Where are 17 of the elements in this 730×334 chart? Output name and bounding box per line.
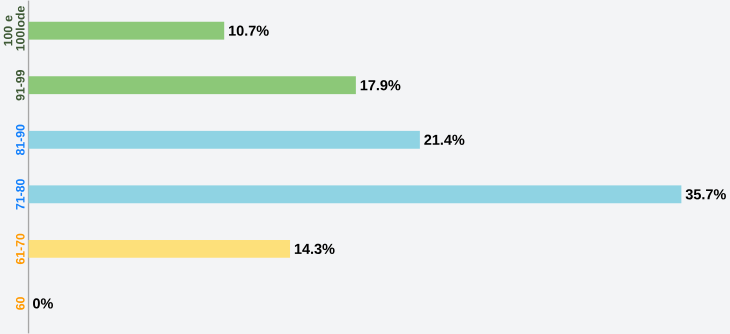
y-tick-label: 100 e 100lode bbox=[4, 6, 25, 50]
bar bbox=[28, 22, 224, 40]
data-label: 14.3% bbox=[294, 244, 335, 254]
bar bbox=[28, 185, 682, 204]
data-label: 35.7% bbox=[686, 189, 726, 200]
data-label: 0% bbox=[33, 298, 53, 308]
data-label: 17.9% bbox=[360, 80, 400, 90]
data-label: 21.4% bbox=[424, 134, 464, 145]
y-tick-label: 91-99 bbox=[16, 70, 25, 100]
bar bbox=[28, 240, 290, 258]
y-tick-label: 61-70 bbox=[16, 234, 25, 264]
bar bbox=[28, 130, 420, 149]
y-tick-label: 60 bbox=[16, 297, 25, 310]
y-tick-label: 71-80 bbox=[16, 179, 25, 210]
y-tick-label: 81-90 bbox=[16, 124, 25, 155]
data-label: 10.7% bbox=[229, 26, 269, 36]
bar bbox=[28, 76, 356, 94]
